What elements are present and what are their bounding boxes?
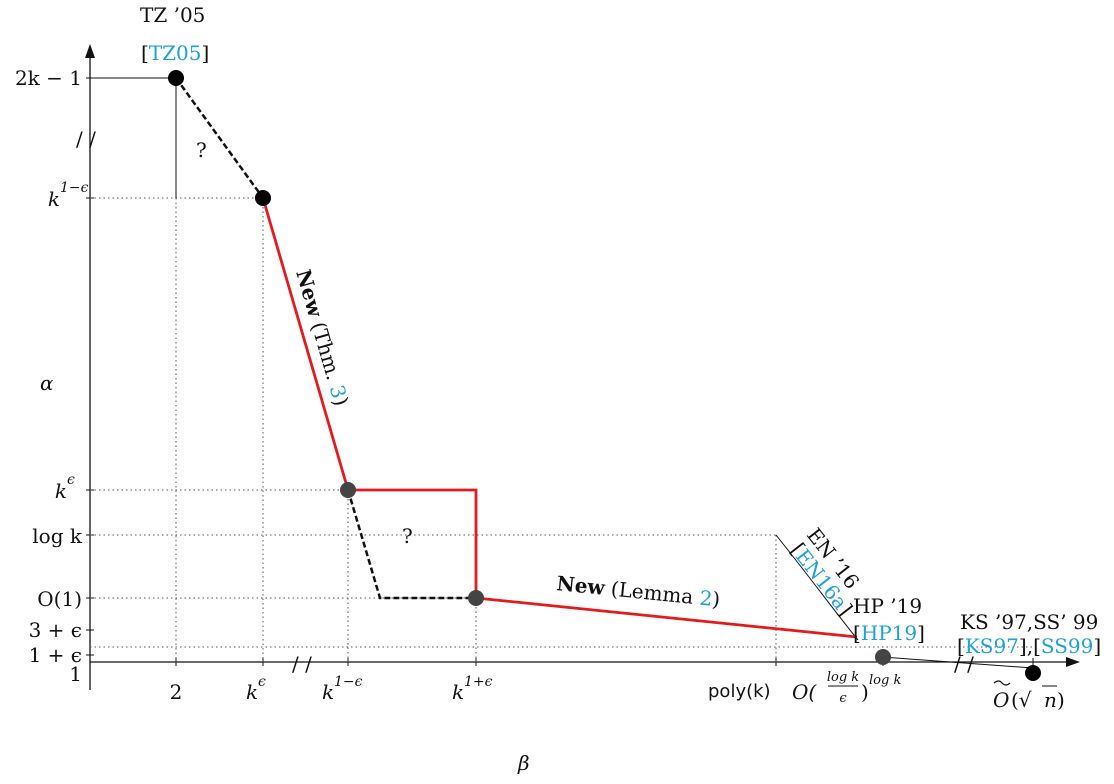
unknown-mark-1: ?	[196, 138, 207, 162]
y-label-logk: log k	[32, 524, 83, 548]
tz-cite-link[interactable]: TZ05	[149, 41, 202, 65]
x-label-2: 2	[170, 680, 183, 704]
point-tz05	[168, 70, 184, 86]
x-label-k1pe: k	[452, 680, 464, 704]
x-axis-title: β	[517, 751, 530, 775]
en-curve	[775, 534, 859, 641]
ks-cite: [KS97],[SS99]	[957, 634, 1101, 658]
x-label-k1me-sup: 1−ϵ	[334, 674, 363, 690]
y-label-ke-sup: ϵ	[67, 472, 75, 488]
x-label-otilde-n: n	[1044, 688, 1057, 712]
x-label-otilde: O	[993, 688, 1009, 712]
y-label-ke: k	[55, 479, 67, 503]
y-label-k1e: k	[48, 187, 60, 211]
tilde-mark	[993, 680, 1011, 686]
new-thm-line	[261, 197, 350, 491]
x-label-k1me: k	[322, 680, 334, 704]
y-label-o1: O(1)	[37, 587, 82, 611]
x-axis-break: / /	[954, 652, 974, 676]
y-label-2k-1: 2k − 1	[15, 66, 82, 90]
unknown-mark-2: ?	[402, 524, 413, 548]
x-label-ologk-sup: log k	[869, 673, 901, 688]
new-box-line	[348, 488, 478, 598]
x-label-ologk-den: ϵ	[839, 691, 847, 706]
points	[168, 70, 1041, 681]
annotations: TZ ’05 [TZ05] ? ? New (Thm. 3) New (Lemm…	[140, 3, 1101, 658]
x-label-ke-sup: ϵ	[258, 674, 266, 690]
point-ke	[340, 482, 356, 498]
ks-label: KS ’97,SS’ 99	[960, 610, 1098, 634]
x-axis-arrow	[1066, 657, 1080, 667]
new-lemma-line	[475, 596, 858, 639]
hp-cite: [HP19]	[853, 621, 925, 645]
y-axis-break: / /	[76, 127, 96, 151]
x-label-ologk-o: O(	[792, 680, 817, 704]
x-label-ologk-num: log k	[827, 670, 859, 685]
y-axis-arrow	[85, 44, 95, 58]
y-label-k1e-sup: 1−ϵ	[60, 180, 89, 196]
x-axis-break: / /	[292, 652, 312, 676]
tz-label: TZ ’05	[140, 3, 205, 27]
x-label-ke: k	[246, 680, 258, 704]
hp-cite-link[interactable]: HP19	[861, 621, 917, 645]
new-lemma-label: New (Lemma 2)	[555, 571, 721, 611]
x-label-k1pe-sup: 1+ϵ	[464, 674, 493, 690]
axis-breaks: / / / / / /	[76, 127, 974, 676]
ks97-cite-link[interactable]: KS97	[965, 634, 1019, 658]
point-k1pe	[468, 590, 484, 606]
ks-segment	[882, 656, 1034, 669]
point-ks97	[1025, 665, 1041, 681]
y-label-3e: 3 + ϵ	[29, 618, 82, 642]
x-labels: 2 k ϵ k 1−ϵ k 1+ϵ poly(k) O( log k ϵ ) l…	[170, 670, 1065, 775]
bound-lines	[90, 77, 1034, 669]
new-result-lines	[261, 197, 858, 639]
x-label-otilde-close: )	[1057, 688, 1065, 712]
point-k1e	[255, 190, 271, 206]
hp-label: HP ’19	[853, 594, 922, 618]
y-labels: 2k − 1 k 1−ϵ α k ϵ log k O(1) 3 + ϵ 1 + …	[15, 66, 89, 686]
new-thm-label: New (Thm. 3)	[291, 267, 353, 409]
ss99-cite-link[interactable]: SS99	[1041, 634, 1094, 658]
point-hp19	[875, 649, 891, 665]
x-label-poly: poly(k)	[708, 681, 771, 702]
x-label-otilde-open: (√	[1011, 688, 1032, 712]
tz-cite: [TZ05]	[141, 41, 209, 65]
lemma-ref-link[interactable]: 2	[698, 586, 713, 611]
y-label-1e: 1 + ϵ	[29, 643, 82, 667]
y-label-1: 1	[69, 662, 82, 686]
y-axis-title: α	[40, 371, 54, 395]
unknown-lines	[174, 77, 476, 600]
x-label-ologk-close: )	[861, 680, 869, 704]
